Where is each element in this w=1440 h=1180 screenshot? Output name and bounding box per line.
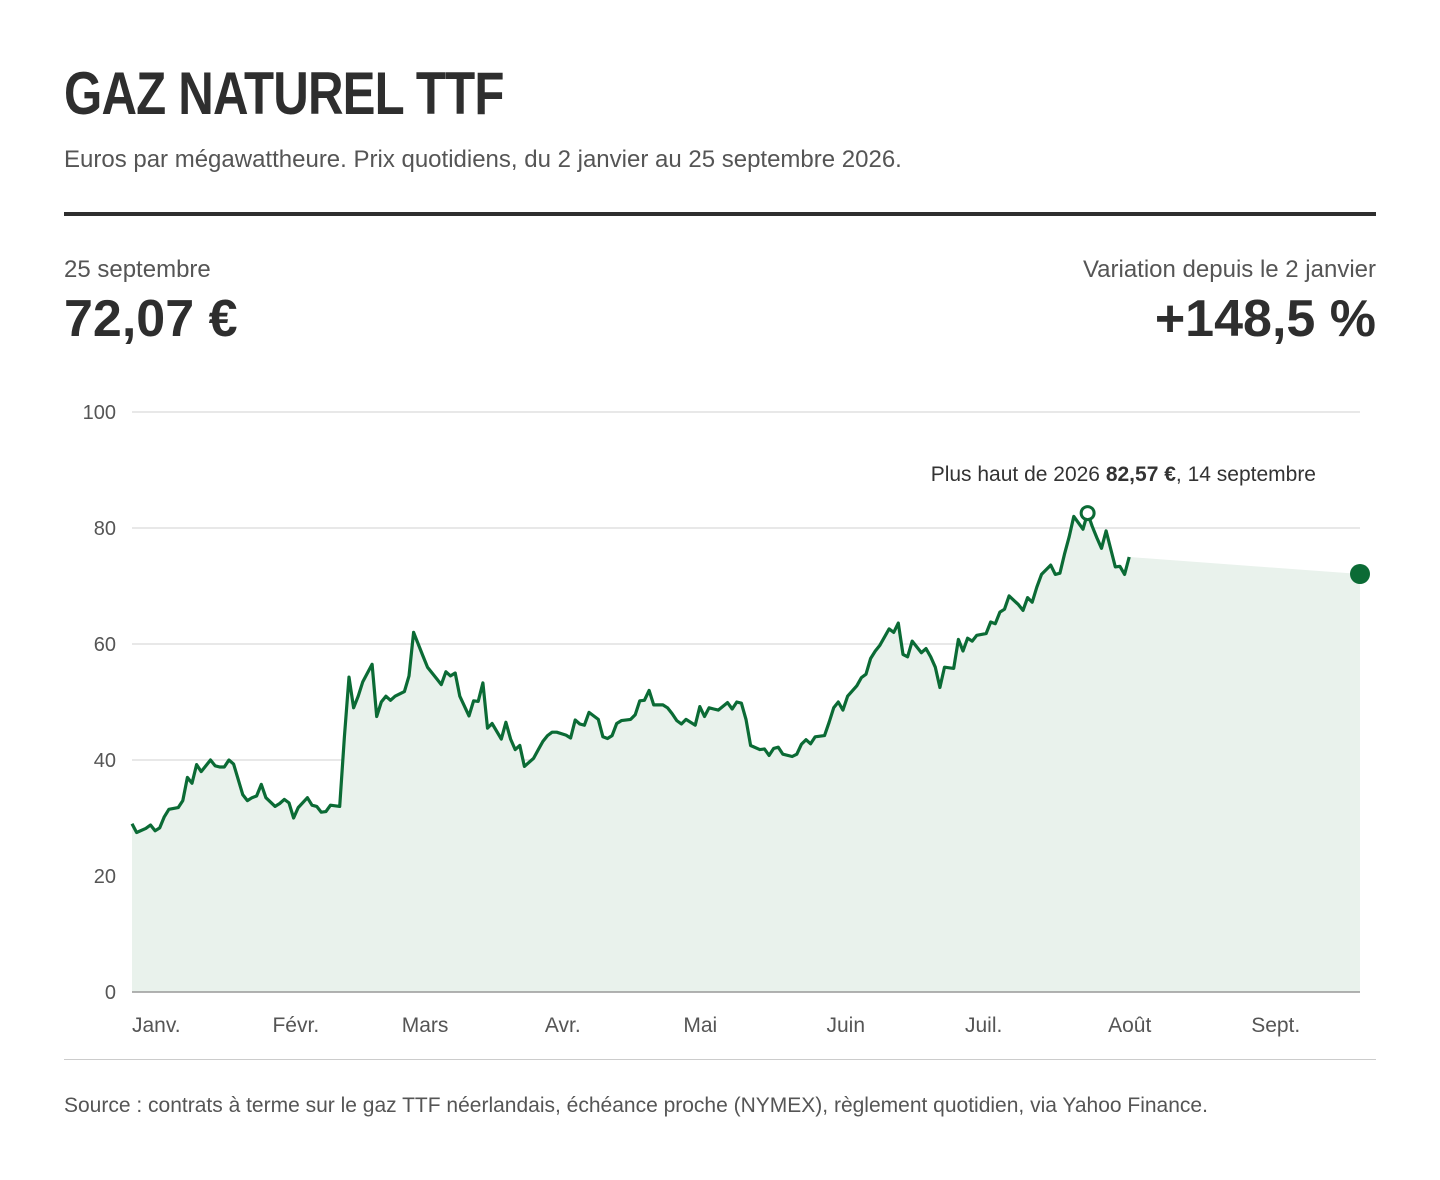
y-tick-labels: 0 20 40 60 80 100 (83, 402, 116, 1004)
price-chart: 0 20 40 60 80 100 Janv. Févr. Mars Avr. Mai Juin Ju… (83, 402, 1370, 1037)
x-tick-label: Janv. (132, 1014, 181, 1037)
last-value: 72,07 € (64, 290, 238, 348)
highest-point-marker (1079, 505, 1096, 522)
x-tick-label: Févr. (272, 1014, 319, 1037)
x-tick-label: Avr. (545, 1014, 581, 1037)
last-date-label: 25 septembre (64, 256, 211, 283)
x-tick-label: Juin (826, 1014, 865, 1037)
price-line (130, 511, 1131, 835)
source-note: Source : contrats à terme sur le gaz TTF… (64, 1094, 1208, 1117)
y-tick-label: 40 (94, 750, 116, 772)
x-tick-labels: Janv. Févr. Mars Avr. Mai Juin Juil. Août Sept. (132, 1014, 1300, 1037)
chart-title: GAZ NATUREL TTF (64, 60, 504, 127)
y-tick-label: 0 (105, 982, 116, 1004)
annotation-value: 82,57 € (1106, 463, 1176, 486)
header-rule (64, 212, 1376, 216)
annotation-prefix: Plus haut de 2026 (931, 463, 1106, 486)
highest-point-annotation: Plus haut de 2026 82,57 €, 14 septembre (931, 463, 1316, 486)
chart-subtitle: Euros par mégawattheure. Prix quotidiens… (64, 146, 902, 173)
y-tick-label: 20 (94, 866, 116, 888)
footer-rule (64, 1059, 1376, 1060)
price-area (132, 513, 1360, 992)
last-point-marker (1350, 563, 1370, 584)
y-tick-label: 80 (94, 518, 116, 540)
x-tick-label: Sept. (1251, 1014, 1300, 1037)
x-tick-label: Juil. (965, 1014, 1002, 1037)
x-tick-label: Mars (402, 1014, 449, 1037)
y-tick-label: 100 (83, 402, 116, 424)
y-tick-label: 60 (94, 634, 116, 656)
annotation-suffix: , 14 septembre (1176, 463, 1316, 486)
x-tick-label: Mai (683, 1014, 717, 1037)
change-value: +148,5 % (1154, 290, 1376, 348)
change-label: Variation depuis le 2 janvier (1082, 256, 1376, 283)
x-tick-label: Août (1108, 1014, 1151, 1037)
